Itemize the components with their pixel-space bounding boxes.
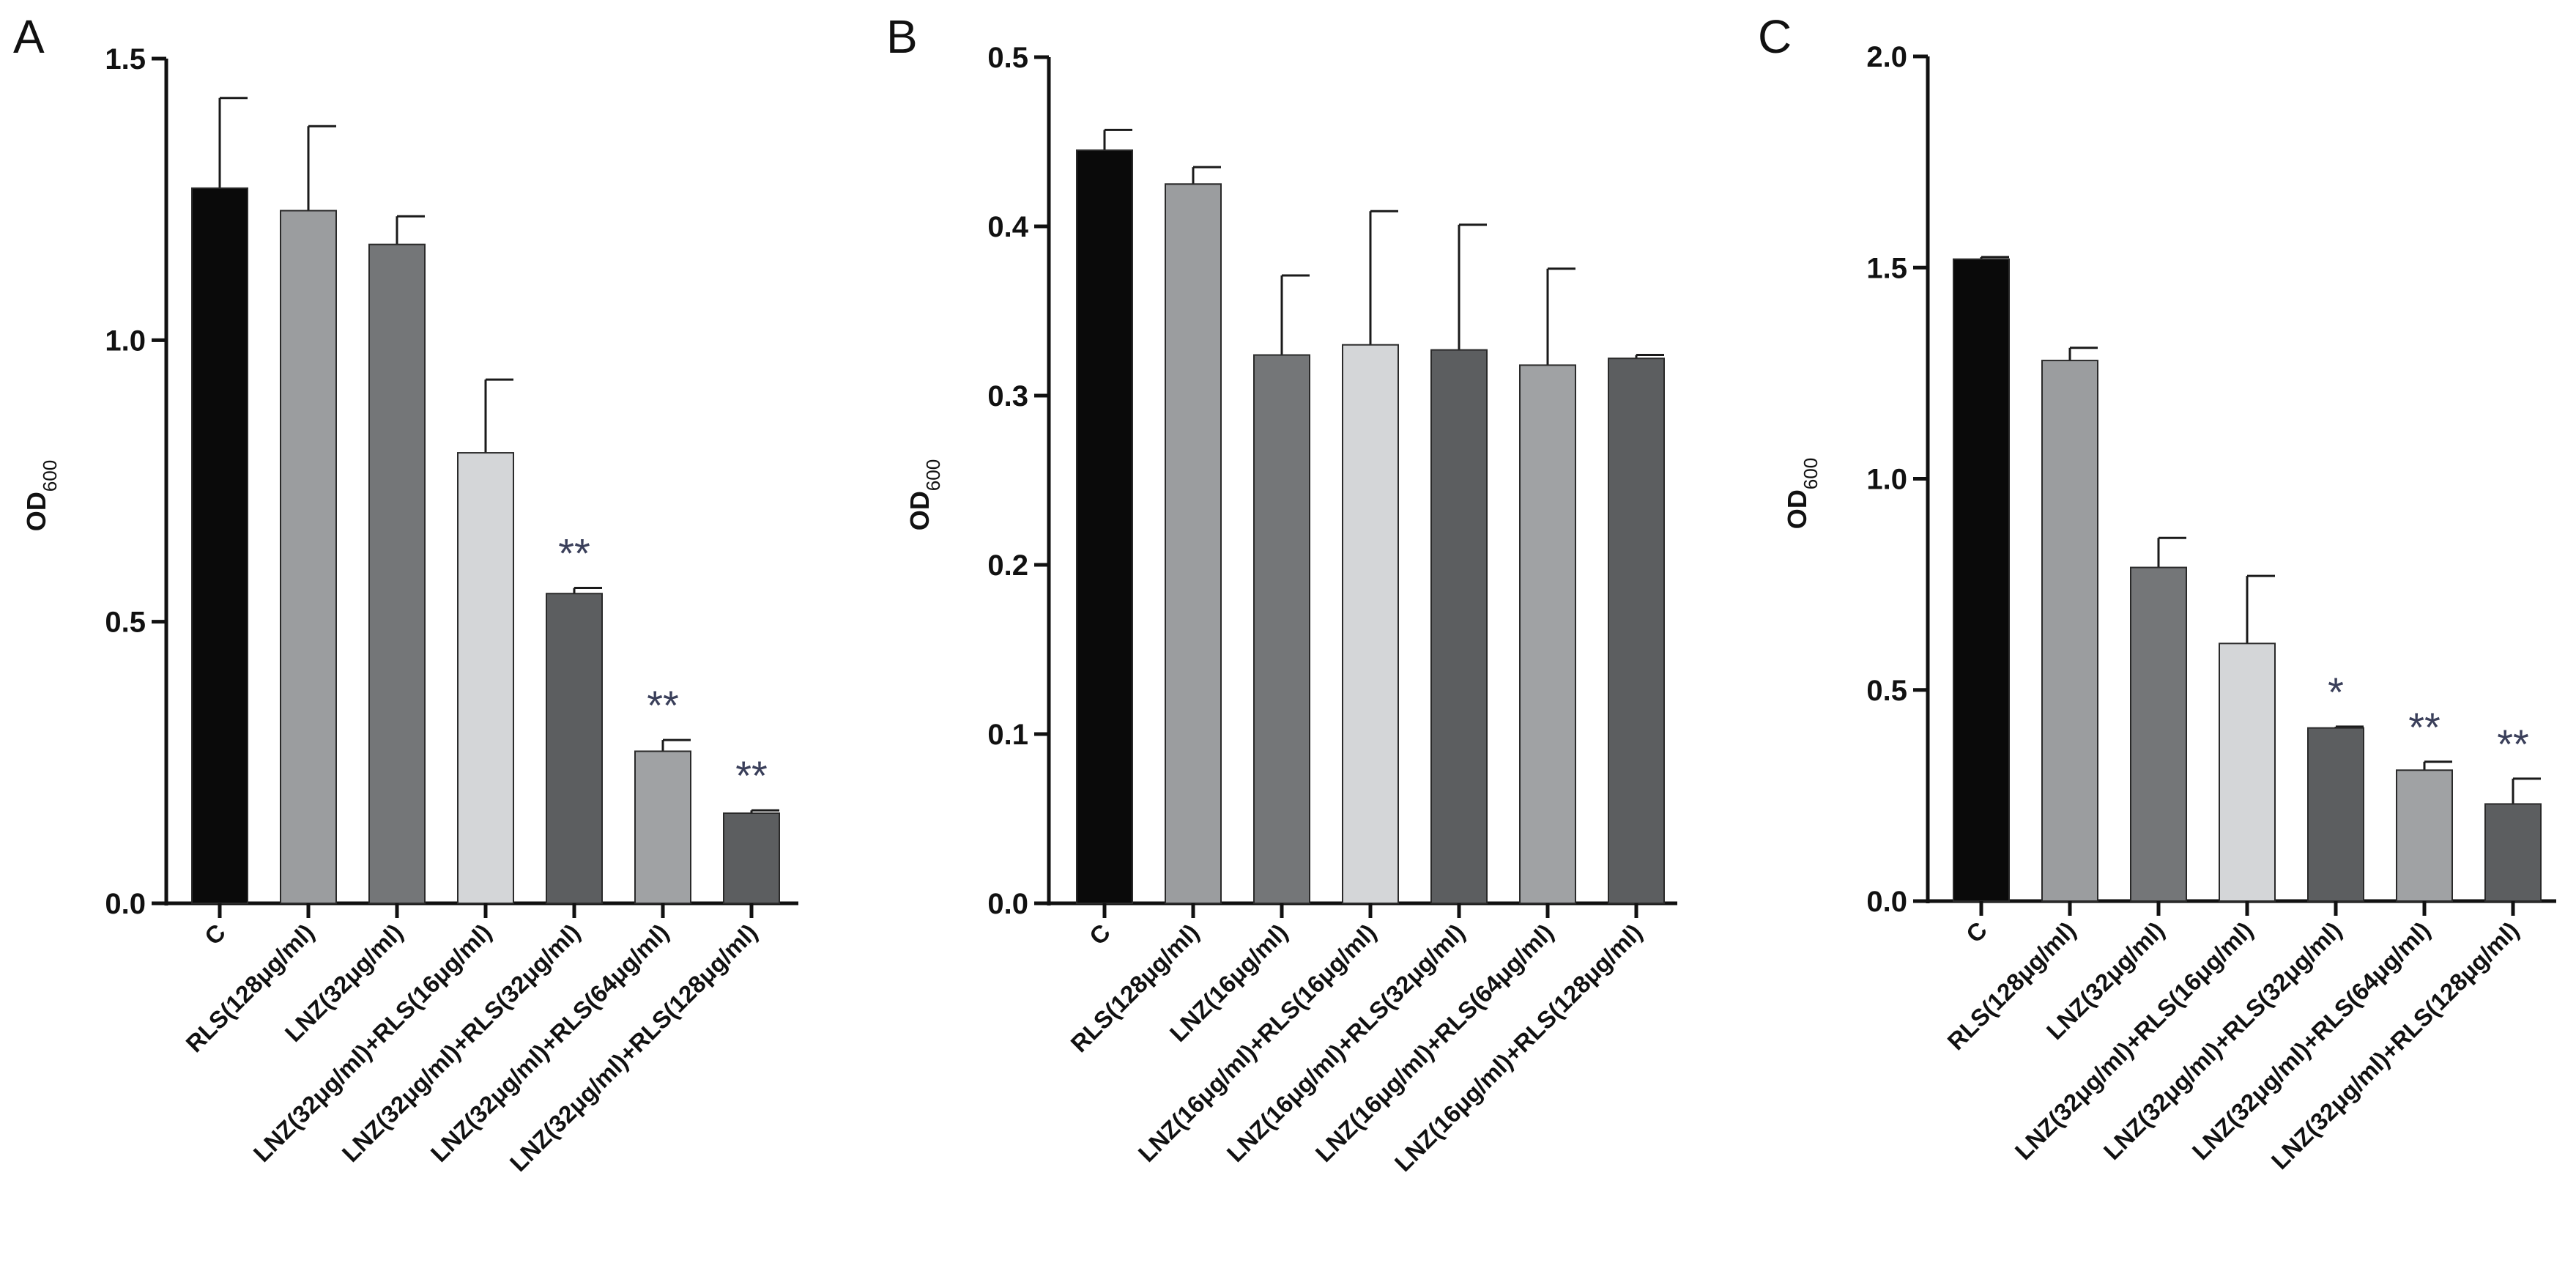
significance-marker: * [2328, 669, 2344, 715]
bar [457, 452, 514, 904]
bar [546, 593, 603, 904]
bar [1165, 183, 1222, 904]
y-axis-title-main: OD [1782, 489, 1812, 529]
y-tick-label: 0.5 [1866, 675, 1907, 707]
chart-panel-b: B0.00.10.20.30.40.5OD600CRLS(128μg/ml)LN… [886, 10, 1677, 1177]
significance-marker: ** [558, 530, 590, 577]
bar [2219, 642, 2276, 903]
bar [2307, 727, 2364, 903]
bar [723, 812, 780, 904]
y-tick-label: 0.5 [105, 607, 146, 639]
bar [1076, 149, 1133, 904]
bar [2041, 360, 2098, 902]
bar [2484, 803, 2542, 903]
y-tick-label: 0.4 [987, 211, 1028, 243]
bar [2396, 769, 2453, 903]
y-tick-label: 0.1 [987, 719, 1028, 751]
y-axis-title-main: OD [905, 491, 935, 530]
y-tick-label: 2.0 [1866, 41, 1907, 73]
significance-marker: ** [735, 752, 768, 799]
y-tick-label: 0.0 [1866, 886, 1907, 918]
chart-panel-a: A0.00.51.01.5OD600CRLS(128μg/ml)LNZ(32μg… [13, 10, 798, 1177]
panel-letter: B [886, 10, 918, 63]
bar [1608, 358, 1665, 904]
bar [1253, 354, 1310, 904]
y-axis-title-main: OD [21, 492, 51, 531]
y-tick-label: 0.2 [987, 549, 1028, 582]
significance-marker: ** [647, 682, 679, 728]
y-tick-label: 0.5 [987, 42, 1028, 74]
y-tick-label: 1.0 [1866, 464, 1907, 496]
bar [2130, 566, 2187, 902]
y-tick-label: 1.5 [105, 43, 146, 75]
y-axis-title-subscript: 600 [1800, 458, 1822, 489]
bar [1430, 349, 1488, 904]
bar [634, 750, 691, 904]
y-tick-label: 0.3 [987, 380, 1028, 412]
bar [191, 187, 248, 904]
y-axis-title: OD600 [1782, 458, 1822, 529]
category-label: C [1084, 919, 1116, 950]
y-tick-label: 1.0 [105, 325, 146, 357]
chart-panel-c: C0.00.51.01.52.0OD600CRLS(128μg/ml)LNZ(3… [1758, 10, 2556, 1174]
significance-marker: ** [2408, 704, 2440, 750]
significance-marker: ** [2497, 721, 2529, 767]
bar [1342, 344, 1399, 904]
y-tick-label: 0.0 [987, 888, 1028, 920]
y-axis-title-subscript: 600 [39, 460, 61, 492]
panel-letter: C [1758, 10, 1792, 63]
y-axis-title-subscript: 600 [922, 459, 944, 491]
y-axis-title: OD600 [21, 460, 61, 531]
bar [1519, 364, 1576, 905]
y-tick-label: 0.0 [105, 888, 146, 920]
bar [280, 210, 337, 905]
panel-letter: A [13, 10, 45, 63]
y-axis-title: OD600 [905, 459, 944, 530]
bar [1953, 258, 2010, 903]
category-label: C [1961, 916, 1992, 948]
bar [368, 243, 426, 905]
y-tick-label: 1.5 [1866, 252, 1907, 284]
category-label: C [199, 919, 231, 950]
